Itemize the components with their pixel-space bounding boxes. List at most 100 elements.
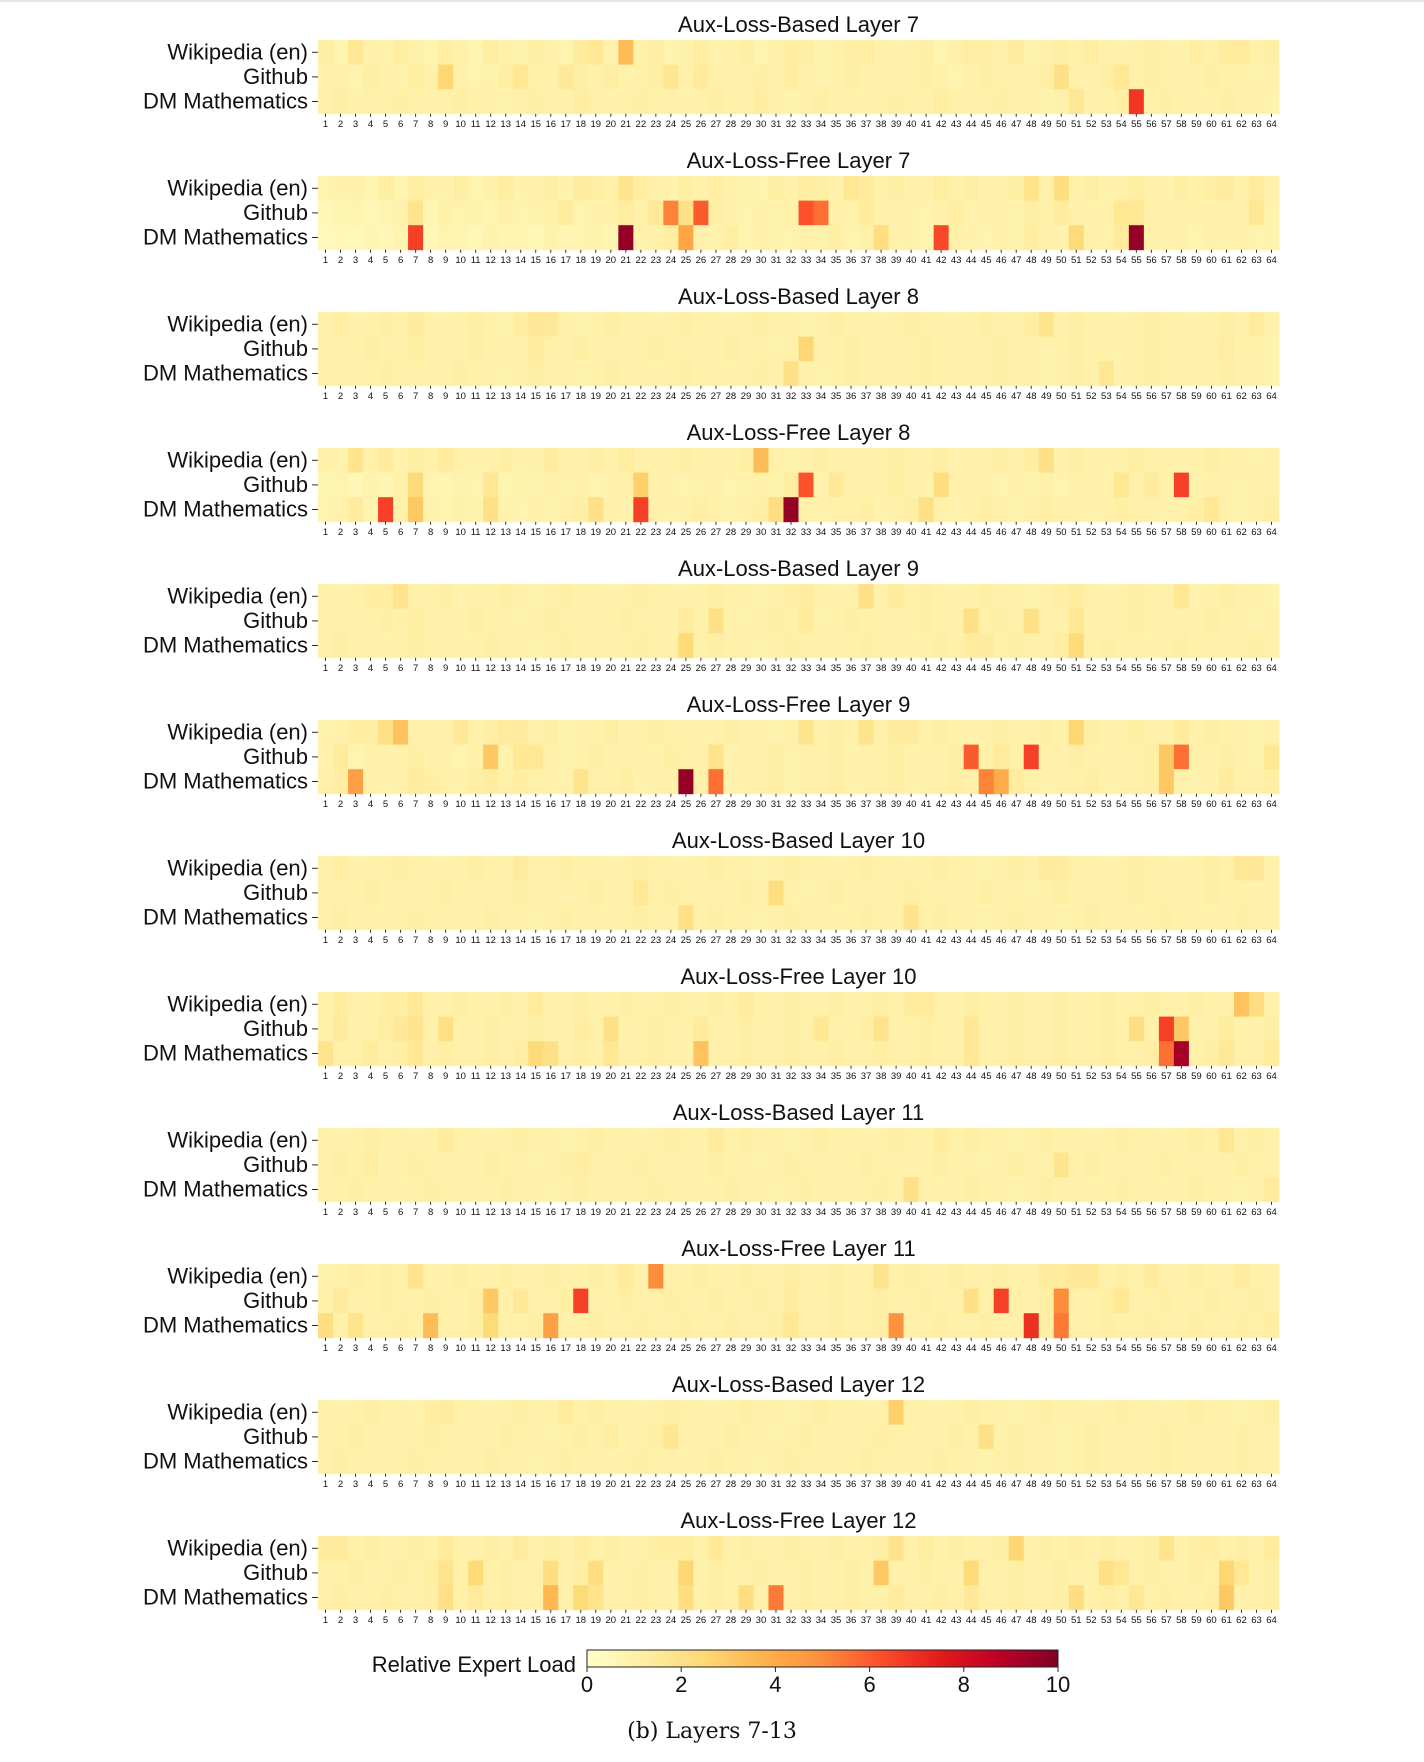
column-label: 13 — [500, 391, 511, 402]
heatmap-cell — [993, 1041, 1010, 1067]
column-label: 34 — [816, 799, 827, 810]
heatmap-cell — [648, 361, 664, 387]
heatmap-cell — [393, 1041, 409, 1067]
heatmap-cell — [528, 769, 544, 795]
heatmap-cell — [1158, 1424, 1175, 1450]
heatmap-cell — [678, 1560, 694, 1586]
heatmap-cell — [468, 1449, 484, 1475]
heatmap-cell — [1068, 1536, 1085, 1561]
column-label: 53 — [1101, 1479, 1112, 1490]
heatmap-cell — [963, 40, 980, 65]
column-label: 56 — [1146, 1071, 1157, 1082]
heatmap-cell — [678, 744, 694, 770]
heatmap-cell — [468, 1313, 484, 1339]
heatmap-cell — [438, 312, 454, 337]
heatmap-cell — [1248, 633, 1265, 659]
heatmap-cell — [1203, 1585, 1220, 1611]
heatmap-cell — [1038, 744, 1055, 770]
heatmap-cell — [1083, 361, 1100, 387]
heatmap-cell — [558, 336, 574, 362]
heatmap-cell — [843, 1449, 859, 1475]
column-label: 48 — [1026, 1615, 1037, 1626]
heatmap-cell — [1233, 1449, 1250, 1475]
heatmap-cell — [993, 497, 1010, 523]
heatmap-cell — [1083, 608, 1100, 634]
column-label: 6 — [398, 527, 403, 538]
heatmap-cell — [468, 1128, 484, 1153]
heatmap-cell — [783, 1177, 799, 1203]
heatmap-cell — [438, 720, 454, 745]
heatmap-cell — [423, 1041, 439, 1067]
heatmap-cell — [393, 992, 409, 1017]
heatmap-cell — [1128, 1152, 1145, 1178]
heatmap-cell — [543, 225, 559, 251]
column-label: 44 — [966, 1343, 977, 1354]
heatmap-cell — [1263, 472, 1280, 498]
column-label: 50 — [1056, 799, 1067, 810]
column-label: 57 — [1161, 1479, 1172, 1490]
heatmap-cell — [1218, 905, 1235, 931]
heatmap-cell — [1188, 769, 1205, 795]
heatmap-cell — [363, 176, 379, 201]
heatmap-cell — [378, 1152, 394, 1178]
heatmap-cell — [513, 1424, 529, 1450]
column-label: 24 — [666, 935, 677, 946]
heatmap-cell — [1068, 176, 1085, 201]
heatmap-cell — [1233, 64, 1250, 90]
heatmap-cell — [978, 1560, 995, 1586]
heatmap-cell — [1218, 312, 1235, 337]
column-label: 11 — [471, 663, 481, 674]
heatmap-cell — [723, 361, 739, 387]
heatmap-cell — [1248, 336, 1265, 362]
heatmap-cell — [828, 608, 844, 634]
heatmap-cell — [1053, 89, 1070, 115]
column-label: 30 — [756, 119, 767, 130]
heatmap-cell — [1053, 1128, 1070, 1153]
heatmap-cell — [468, 1400, 484, 1425]
heatmap-cell — [423, 1400, 439, 1425]
column-label: 45 — [981, 391, 992, 402]
column-label: 50 — [1056, 1343, 1067, 1354]
heatmap-cell — [1203, 744, 1220, 770]
heatmap-cell — [1128, 992, 1145, 1017]
heatmap-cell — [843, 1288, 859, 1314]
heatmap-cell — [768, 992, 784, 1017]
heatmap-cell — [633, 1313, 649, 1339]
heatmap-cell — [453, 1128, 469, 1153]
column-label: 17 — [560, 527, 571, 538]
heatmap-cell — [378, 633, 394, 659]
heatmap-cell — [843, 744, 859, 770]
heatmap-cell — [1143, 584, 1160, 609]
heatmap-cell — [1203, 1041, 1220, 1067]
column-label: 21 — [621, 663, 632, 674]
column-label: 54 — [1116, 799, 1127, 810]
row-label: Wikipedia (en) — [167, 1535, 308, 1560]
heatmap-cell — [1173, 1560, 1190, 1586]
heatmap-cell — [768, 1560, 784, 1586]
heatmap-cell — [738, 361, 754, 387]
heatmap-cell — [918, 584, 935, 609]
heatmap-cell — [348, 992, 364, 1017]
heatmap-cell — [423, 992, 439, 1017]
heatmap-cell — [498, 1400, 514, 1425]
heatmap-cell — [708, 497, 724, 523]
heatmap-cell — [1248, 720, 1265, 745]
column-label: 22 — [636, 119, 647, 130]
heatmap-cell — [708, 472, 724, 498]
heatmap-cell — [648, 1560, 664, 1586]
heatmap-cell — [558, 1400, 574, 1425]
column-label: 22 — [636, 527, 647, 538]
column-label: 53 — [1101, 527, 1112, 538]
heatmap-cell — [768, 1449, 784, 1475]
heatmap-cell — [963, 633, 980, 659]
column-label: 52 — [1086, 663, 1097, 674]
column-label: 11 — [471, 527, 481, 538]
heatmap-cell — [348, 608, 364, 634]
heatmap-cell — [1038, 769, 1055, 795]
heatmap-cell — [468, 472, 484, 498]
heatmap-cell — [828, 744, 844, 770]
heatmap-cell — [663, 744, 679, 770]
heatmap-cell — [1233, 1400, 1250, 1425]
heatmap-cell — [903, 176, 920, 201]
